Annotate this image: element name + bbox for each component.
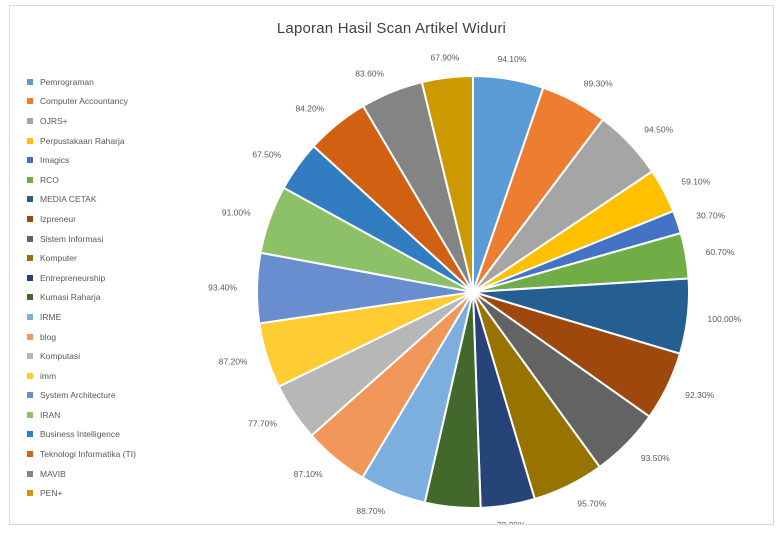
data-label: 83.60%: [355, 68, 384, 78]
legend-swatch: [27, 294, 33, 301]
legend-swatch: [27, 470, 33, 477]
legend-entry: Sistem Informasi: [27, 229, 136, 249]
data-label: 72.30%: [497, 520, 526, 524]
legend-swatch: [27, 411, 33, 418]
legend-swatch: [27, 490, 33, 497]
data-label: 100.00%: [708, 314, 742, 324]
data-label: 92.30%: [685, 390, 714, 400]
legend-label: RCO: [40, 174, 59, 185]
data-label: 87.20%: [219, 357, 248, 367]
legend-swatch: [27, 235, 33, 242]
legend-entry: MAVIB: [27, 464, 136, 484]
legend-label: Business Intelligence: [40, 429, 120, 440]
legend-entry: RCO: [27, 170, 136, 190]
chart-area: Laporan Hasil Scan Artikel Widuri Pemrog…: [9, 5, 774, 525]
legend-swatch: [27, 274, 33, 281]
legend-entry: Komputasi: [27, 346, 136, 366]
legend-label: IRAN: [40, 409, 61, 420]
legend-label: Pemrograman: [40, 76, 94, 87]
legend-label: Perpustakaan Raharja: [40, 135, 125, 146]
legend-swatch: [27, 431, 33, 438]
data-label: 93.40%: [208, 283, 237, 293]
chart-legend: Pemrograman Computer Accountancy OJRS+ Perp…: [27, 72, 136, 503]
pie-chart: 94.10% 89.30% 94.50% 59.10% 30.70% 60.70% 100.…: [208, 53, 742, 524]
data-label: 67.90%: [430, 53, 459, 63]
legend-swatch: [27, 137, 33, 144]
data-label: 67.50%: [252, 150, 281, 160]
legend-swatch: [27, 313, 33, 320]
data-label: 59.10%: [681, 176, 710, 186]
legend-label: Komputasi: [40, 351, 81, 362]
legend-entry: OJRS+: [27, 111, 136, 131]
legend-label: Entrepreneurship: [40, 272, 106, 283]
pie-slice: [420, 74, 474, 293]
legend-label: Sistem Informasi: [40, 233, 104, 244]
data-label: 94.50%: [644, 125, 673, 135]
legend-entry: Pemrograman: [27, 72, 136, 92]
legend-label: Imagics: [40, 155, 70, 166]
legend-label: Komputer: [40, 253, 77, 264]
legend-swatch: [27, 255, 33, 262]
legend-entry: IRAN: [27, 405, 136, 425]
legend-entry: MEDIA CETAK: [27, 190, 136, 210]
legend-swatch: [27, 353, 33, 360]
legend-entry: Teknologi Informatika (TI): [27, 444, 136, 464]
legend-entry: blog: [27, 327, 136, 347]
data-label: 95.70%: [577, 499, 606, 509]
legend-label: IRME: [40, 311, 62, 322]
legend-entry: PEN+: [27, 483, 136, 503]
legend-swatch: [27, 157, 33, 164]
legend-entry: Perpustakaan Raharja: [27, 131, 136, 151]
legend-swatch: [27, 215, 33, 222]
legend-label: MAVIB: [40, 468, 66, 479]
legend-swatch: [27, 196, 33, 203]
data-label: 93.50%: [641, 453, 670, 463]
data-label: 60.70%: [706, 247, 735, 257]
legend-label: Izpreneur: [40, 213, 76, 224]
legend-entry: Business Intelligence: [27, 425, 136, 445]
legend-label: MEDIA CETAK: [40, 194, 97, 205]
data-label: 91.00%: [222, 208, 251, 218]
legend-label: PEN+: [40, 488, 63, 499]
legend-swatch: [27, 333, 33, 340]
chart-title: Laporan Hasil Scan Artikel Widuri: [276, 20, 507, 37]
data-label: 88.70%: [356, 506, 385, 516]
legend-label: blog: [40, 331, 57, 342]
data-label: 30.70%: [696, 211, 725, 221]
legend-entry: Computer Accountancy: [27, 92, 136, 112]
legend-entry: Imagics: [27, 150, 136, 170]
data-label: 87.10%: [294, 469, 323, 479]
data-label: 89.30%: [584, 79, 613, 89]
legend-swatch: [27, 78, 33, 85]
legend-entry: imm: [27, 366, 136, 386]
data-label: 84.20%: [295, 104, 324, 114]
legend-label: Teknologi Informatika (TI): [40, 449, 136, 460]
legend-entry: Kumasi Raharja: [27, 288, 136, 308]
legend-swatch: [27, 451, 33, 458]
legend-swatch: [27, 117, 33, 124]
legend-entry: System Architecture: [27, 386, 136, 406]
data-label: 77.70%: [248, 418, 277, 428]
legend-label: Kumasi Raharja: [40, 292, 101, 303]
legend-entry: Izpreneur: [27, 209, 136, 229]
legend-label: System Architecture: [40, 390, 116, 401]
legend-label: OJRS+: [40, 115, 68, 126]
legend-label: Computer Accountancy: [40, 96, 128, 107]
legend-entry: Komputer: [27, 248, 136, 268]
legend-entry: Entrepreneurship: [27, 268, 136, 288]
legend-entry: IRME: [27, 307, 136, 327]
legend-label: imm: [40, 370, 57, 381]
data-label: 94.10%: [497, 54, 526, 64]
data-label: 74.00%: [436, 522, 465, 524]
legend-swatch: [27, 392, 33, 399]
legend-swatch: [27, 372, 33, 379]
legend-swatch: [27, 98, 33, 105]
legend-swatch: [27, 176, 33, 183]
